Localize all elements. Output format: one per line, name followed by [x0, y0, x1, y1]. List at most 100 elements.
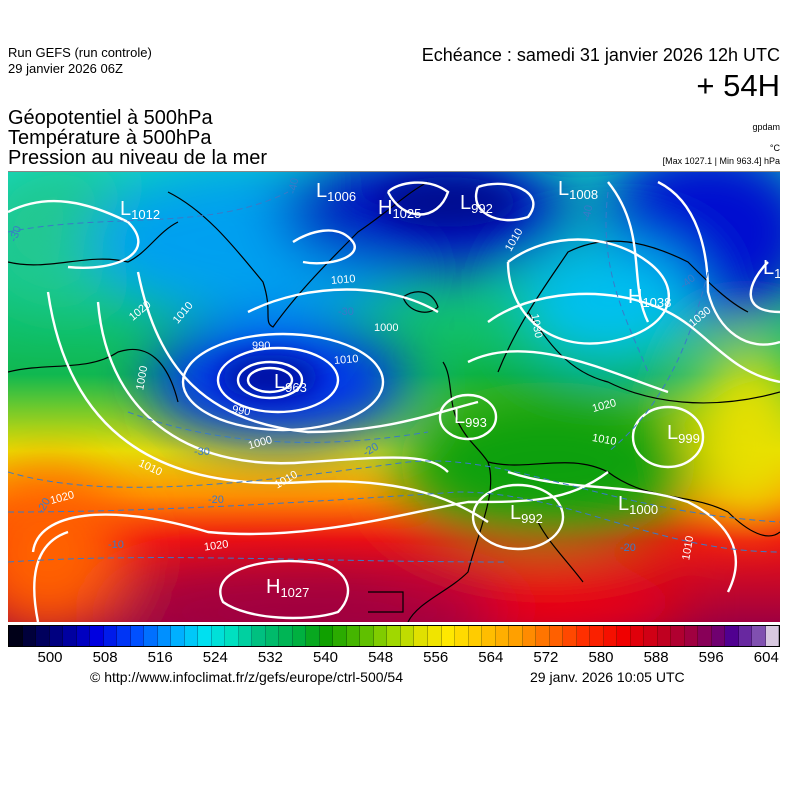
- colorbar-cell: [468, 626, 483, 646]
- pressure-center-low: L1008: [558, 178, 599, 202]
- colorbar-label: 572: [533, 649, 559, 666]
- colorbar-cell: [455, 626, 469, 646]
- colorbar-label: 532: [257, 649, 283, 666]
- forecast-valid-time: Echéance : samedi 31 janvier 2026 12h UT…: [421, 45, 780, 65]
- colorbar-cell: [225, 626, 239, 646]
- colorbar-cell: [536, 626, 550, 646]
- pressure-center-low: L1006: [316, 180, 357, 204]
- colorbar-cell: [171, 626, 185, 646]
- map-field: [8, 172, 780, 622]
- colorbar-cell: [752, 626, 766, 646]
- colorbar-cell: [698, 626, 712, 646]
- title-geopotential: Géopotentiel à 500hPa: [8, 107, 213, 129]
- pressure-center-low: L1000: [618, 493, 659, 517]
- isotherm-label: -20: [208, 494, 224, 506]
- colorbar-cell: [265, 626, 280, 646]
- colorbar-cell: [400, 626, 415, 646]
- colorbar-cell: [252, 626, 266, 646]
- colorbar-label: 524: [202, 649, 228, 666]
- title-pressure: Pression au niveau de la mer: [8, 147, 268, 169]
- map-area: L1012 L1006 H1025 L992 L1008 L1 H1038 L9…: [8, 171, 780, 622]
- isotherm-label: -10: [108, 539, 124, 551]
- colorbar-label: 500: [37, 649, 63, 666]
- colorbar-cell: [306, 626, 320, 646]
- isobar-label: 1010: [333, 352, 359, 368]
- title-temperature: Température à 500hPa: [8, 127, 212, 149]
- isotherm-label: -30: [194, 446, 210, 458]
- colorbar-label: 588: [643, 649, 669, 666]
- colorbar-cell: [657, 626, 672, 646]
- pressure-range: [Max 1027.1 | Min 963.4] hPa: [662, 156, 780, 166]
- colorbar-cell: [738, 626, 753, 646]
- colorbar-cell: [482, 626, 496, 646]
- colorbar-cell: [576, 626, 591, 646]
- colorbar-cell: [617, 626, 631, 646]
- isotherms: [8, 191, 780, 563]
- unit-temperature: °C: [769, 143, 780, 153]
- colorbar-cell: [590, 626, 604, 646]
- lead-time: + 54H: [696, 68, 780, 103]
- colorbar-cell: [198, 626, 212, 646]
- colorbar-label: 564: [478, 649, 504, 666]
- colorbar-cell: [765, 626, 780, 646]
- pressure-center-low: L999: [667, 422, 700, 446]
- colorbar-cell: [9, 626, 23, 646]
- pressure-center-low: L1012: [120, 198, 161, 222]
- run-name: Run GEFS (run controle): [8, 45, 152, 60]
- colorbar-cell: [103, 626, 118, 646]
- pressure-center-high: H1027: [266, 576, 310, 600]
- colorbar-cell: [319, 626, 334, 646]
- colorbar-cell: [684, 626, 699, 646]
- colorbar-cell: [387, 626, 401, 646]
- geopotential-field: [8, 172, 780, 622]
- colorbar-cell: [130, 626, 145, 646]
- colorbar-cell: [346, 626, 361, 646]
- colorbar-cell: [563, 626, 577, 646]
- pressure-center-low: L993: [454, 406, 487, 430]
- colorbar-cell: [117, 626, 131, 646]
- colorbar-cell: [49, 626, 64, 646]
- colorbar-label: 548: [368, 649, 394, 666]
- colorbar-cell: [603, 626, 618, 646]
- colorbar-cell: [184, 626, 199, 646]
- colorbar-label: 508: [92, 649, 118, 666]
- isotherm-label: -20: [620, 542, 636, 554]
- pressure-center-low: L1: [763, 257, 780, 281]
- pressure-center-low: L992: [510, 502, 543, 526]
- colorbar-cell: [76, 626, 91, 646]
- isotherm-label: -30: [338, 306, 354, 318]
- colorbar-cell: [333, 626, 347, 646]
- run-date: 29 janvier 2026 06Z: [8, 61, 123, 76]
- isobar-label: 990: [252, 340, 271, 352]
- pressure-center-low: L992: [460, 192, 493, 216]
- colorbar-label: 596: [698, 649, 724, 666]
- colorbar-cell: [36, 626, 50, 646]
- colorbar-cell: [144, 626, 158, 646]
- pressure-center-low: L963: [274, 371, 307, 395]
- colorbar-cell: [427, 626, 442, 646]
- colorbar-cell: [63, 626, 77, 646]
- colorbar-cell: [441, 626, 456, 646]
- colorbar-label: 540: [312, 649, 339, 666]
- colorbar-cell: [522, 626, 537, 646]
- colorbar: [8, 625, 780, 647]
- colorbar-cell: [157, 626, 172, 646]
- isobar-label: 1000: [374, 322, 399, 334]
- colorbar-label: 556: [423, 649, 449, 666]
- pressure-center-high: H1038: [628, 286, 672, 310]
- source-url: © http://www.infoclimat.fr/z/gefs/europe…: [90, 669, 404, 685]
- colorbar-cell: [495, 626, 510, 646]
- colorbar-cell: [414, 626, 428, 646]
- colorbar-cell: [90, 626, 104, 646]
- generated-time: 29 janv. 2026 10:05 UTC: [530, 669, 685, 685]
- colorbar-cell: [238, 626, 253, 646]
- isobars: [8, 180, 780, 622]
- pressure-center-high: H1025: [378, 197, 422, 221]
- colorbar-cell: [711, 626, 726, 646]
- colorbar-label: 516: [147, 649, 173, 666]
- colorbar-cell: [644, 626, 658, 646]
- colorbar-cell: [373, 626, 388, 646]
- isobar-label: 1010: [330, 272, 356, 288]
- colorbar-cell: [725, 626, 739, 646]
